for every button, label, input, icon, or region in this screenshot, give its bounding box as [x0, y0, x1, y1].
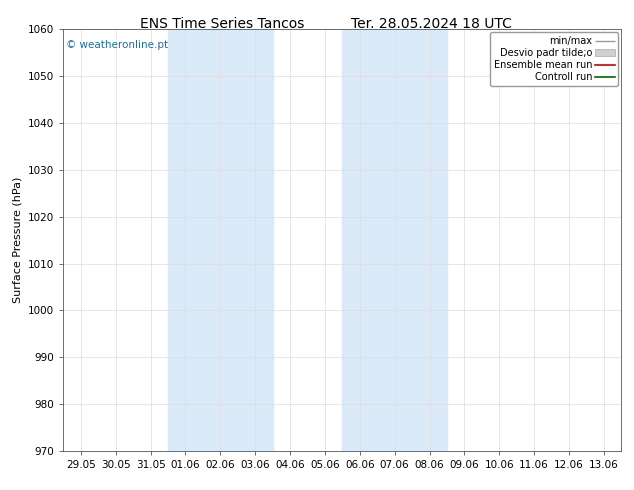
Text: © weatheronline.pt: © weatheronline.pt — [66, 40, 168, 50]
Bar — [342, 29, 447, 451]
Text: ENS Time Series Tancos: ENS Time Series Tancos — [139, 17, 304, 31]
Y-axis label: Surface Pressure (hPa): Surface Pressure (hPa) — [13, 177, 23, 303]
Legend: min/max, Desvio padr tilde;o, Ensemble mean run, Controll run: min/max, Desvio padr tilde;o, Ensemble m… — [489, 32, 618, 86]
Text: Ter. 28.05.2024 18 UTC: Ter. 28.05.2024 18 UTC — [351, 17, 512, 31]
Bar — [168, 29, 273, 451]
